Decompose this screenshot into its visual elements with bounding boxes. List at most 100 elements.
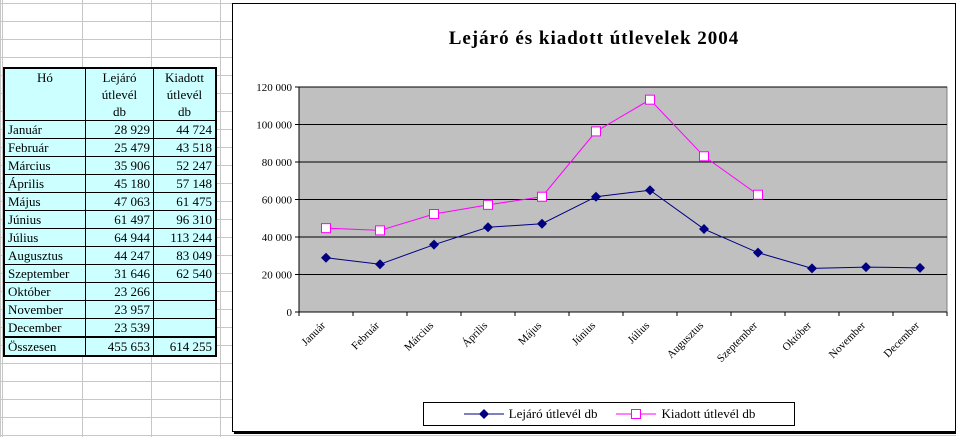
data-point-issued (375, 225, 385, 236)
y-tick-label: 40 000 (262, 232, 293, 244)
data-point-expiring (537, 218, 547, 229)
cell-month[interactable]: Szeptember (3, 264, 86, 283)
column-divider (2, 0, 3, 437)
cell-month[interactable]: November (3, 300, 86, 319)
cell-issued[interactable]: 113 244 (153, 228, 217, 247)
x-tick-label: Február (349, 319, 382, 352)
cell-issued[interactable]: 43 518 (153, 138, 217, 157)
y-tick-label: 0 (287, 307, 293, 319)
cell-expiring[interactable]: 61 497 (85, 210, 154, 229)
data-point-expiring (699, 224, 709, 235)
cell-issued[interactable] (153, 282, 217, 301)
table-row: Augusztus 44 247 83 049 (3, 246, 217, 265)
cell-issued[interactable] (153, 318, 217, 338)
table-row: Június 61 497 96 310 (3, 210, 217, 229)
legend-diamond-icon (463, 409, 504, 419)
header-expiring-line: Lejáró (102, 70, 137, 85)
data-point-expiring (753, 247, 763, 258)
cell-month[interactable]: Október (3, 282, 86, 301)
legend-item-expiring: Lejáró útlevél db (463, 406, 598, 422)
cell-month[interactable]: December (3, 318, 86, 338)
data-point-issued (321, 223, 331, 234)
header-expiring-line: db (113, 104, 126, 119)
data-point-expiring (375, 259, 385, 270)
cell-expiring[interactable]: 47 063 (85, 192, 154, 211)
data-point-issued (429, 209, 439, 220)
cell-expiring[interactable]: 45 180 (85, 174, 154, 193)
cell-month[interactable]: Június (3, 210, 86, 229)
chart-title: Lejáró és kiadott útlevelek 2004 (448, 28, 740, 49)
header-issued-line: Kiadott (165, 70, 204, 85)
x-tick-label: November (827, 319, 869, 361)
cell-month[interactable]: Augusztus (3, 246, 86, 265)
x-tick-label: Június (570, 320, 598, 348)
data-point-expiring (645, 185, 655, 196)
cell-month[interactable]: Február (3, 138, 86, 157)
table-row: Március 35 906 52 247 (3, 156, 217, 175)
series-line-expiring (325, 189, 921, 269)
cell-issued[interactable] (153, 300, 217, 319)
table-row: Február 25 479 43 518 (3, 138, 217, 157)
cell-total-label[interactable]: Összesen (3, 336, 86, 357)
cell-expiring[interactable]: 23 266 (85, 282, 154, 301)
cell-expiring[interactable]: 28 929 (85, 120, 154, 139)
cell-total-issued[interactable]: 614 255 (153, 336, 217, 357)
header-expiring[interactable]: Lejáró útlevél db (85, 67, 154, 121)
y-tick-label: 100 000 (256, 120, 292, 132)
data-point-expiring (807, 263, 817, 274)
cell-expiring[interactable]: 23 957 (85, 300, 154, 319)
x-tick-label: Január (299, 319, 328, 348)
chart-legend[interactable]: Lejáró útlevél db Kiadott útlevél db (423, 402, 795, 426)
x-tick-label: Augusztus (665, 320, 706, 361)
cell-month[interactable]: Január (3, 120, 86, 139)
data-table: Hó Lejáró útlevél db Kiadott útlevél db … (3, 67, 217, 357)
table-total-row: Összesen 455 653 614 255 (3, 336, 217, 357)
cell-expiring[interactable]: 31 646 (85, 264, 154, 283)
table-row: Szeptember 31 646 62 540 (3, 264, 217, 283)
x-tick-label: Május (516, 320, 544, 348)
cell-issued[interactable]: 61 475 (153, 192, 217, 211)
cell-issued[interactable]: 52 247 (153, 156, 217, 175)
header-issued-line: db (178, 104, 191, 119)
cell-issued[interactable]: 83 049 (153, 246, 217, 265)
header-issued[interactable]: Kiadott útlevél db (153, 67, 217, 121)
cell-expiring[interactable]: 35 906 (85, 156, 154, 175)
cell-expiring[interactable]: 25 479 (85, 138, 154, 157)
cell-month[interactable]: Május (3, 192, 86, 211)
table-row: Január 28 929 44 724 (3, 120, 217, 139)
x-tick-label: December (882, 319, 923, 360)
cell-month[interactable]: Július (3, 228, 86, 247)
data-point-expiring (915, 262, 925, 273)
data-point-issued (483, 199, 493, 210)
x-tick-label: Április (460, 320, 490, 350)
legend-label-expiring: Lejáró útlevél db (508, 406, 598, 421)
data-point-expiring (483, 222, 493, 233)
x-tick-label: Október (780, 319, 814, 353)
table-row: Május 47 063 61 475 (3, 192, 217, 211)
chart-area[interactable]: Lejáró és kiadott útlevelek 2004 0 20 000… (232, 3, 956, 432)
y-tick-label: 60 000 (262, 195, 293, 207)
data-point-issued (699, 151, 709, 162)
cell-expiring[interactable]: 44 247 (85, 246, 154, 265)
table-row: Július 64 944 113 244 (3, 228, 217, 247)
table-row: Október 23 266 (3, 282, 217, 301)
cell-issued[interactable]: 62 540 (153, 264, 217, 283)
data-point-expiring (321, 252, 331, 263)
table-row: November 23 957 (3, 300, 217, 319)
cell-expiring[interactable]: 23 539 (85, 318, 154, 338)
cell-issued[interactable]: 57 148 (153, 174, 217, 193)
y-tick-label: 20 000 (262, 270, 293, 282)
cell-total-expiring[interactable]: 455 653 (85, 336, 154, 357)
data-point-issued (537, 191, 547, 202)
cell-month[interactable]: Április (3, 174, 86, 193)
data-point-expiring (861, 262, 871, 273)
header-month[interactable]: Hó (3, 67, 86, 121)
data-point-expiring (591, 191, 601, 202)
x-tick-label: Július (625, 320, 652, 347)
table-row: Április 45 180 57 148 (3, 174, 217, 193)
cell-expiring[interactable]: 64 944 (85, 228, 154, 247)
cell-issued[interactable]: 96 310 (153, 210, 217, 229)
cell-month[interactable]: Március (3, 156, 86, 175)
header-expiring-line: útlevél (101, 87, 138, 102)
cell-issued[interactable]: 44 724 (153, 120, 217, 139)
